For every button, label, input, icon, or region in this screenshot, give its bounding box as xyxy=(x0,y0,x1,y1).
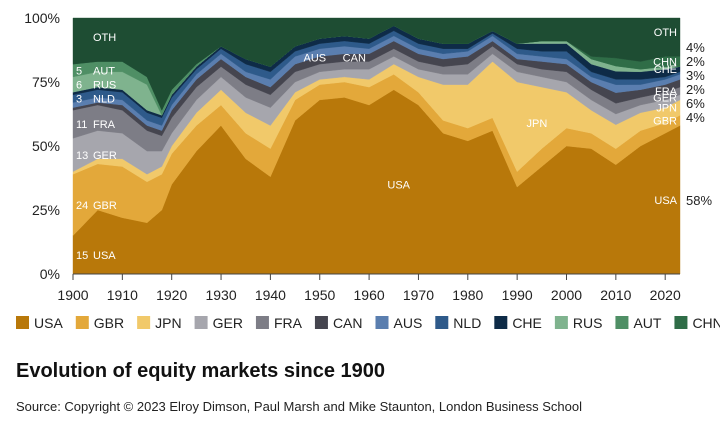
legend-swatch xyxy=(494,316,508,329)
x-tick-label: 2000 xyxy=(551,287,582,303)
in-chart-labels: 15241311365USAGBRGERFRANLDRUSAUTOTHUSAJP… xyxy=(76,27,678,262)
legend-item-ger: GER xyxy=(194,315,243,331)
x-tick-label: 1980 xyxy=(452,287,483,303)
label-2023-gbr: GBR xyxy=(653,115,677,127)
x-tick-label: 1960 xyxy=(354,287,385,303)
x-tick-label: 1930 xyxy=(205,287,236,303)
legend-label: RUS xyxy=(573,315,603,331)
pct-2023-che: 3% xyxy=(686,68,705,83)
x-tick-label: 1920 xyxy=(156,287,187,303)
pct-2023-fra: 2% xyxy=(686,82,705,97)
annotation-can: CAN xyxy=(343,53,366,65)
y-tick-label: 25% xyxy=(32,202,60,218)
legend-swatch xyxy=(674,316,688,329)
label-2023-jpn: JPN xyxy=(656,103,677,115)
legend-label: CHE xyxy=(512,315,542,331)
y-tick-label: 100% xyxy=(24,10,60,26)
x-tick-label: 1970 xyxy=(403,287,434,303)
legend-swatch xyxy=(16,316,29,329)
right-side-labels: 4%2%3%2%6%4%58% xyxy=(686,40,712,208)
x-tick-label: 2010 xyxy=(600,287,631,303)
legend-label: AUT xyxy=(633,315,661,331)
legend-swatch xyxy=(554,316,568,329)
x-tick-label: 1900 xyxy=(57,287,88,303)
label-1900-nld: NLD xyxy=(93,94,115,106)
legend-label: USA xyxy=(34,315,63,331)
legend-label: JPN xyxy=(155,315,181,331)
legend-swatch xyxy=(137,316,151,329)
label-1900-gbr: GBR xyxy=(93,200,117,212)
legend: USAGBRJPNGERFRACANAUSNLDCHERUSAUTCHNOTH xyxy=(16,315,720,331)
legend-item-usa: USA xyxy=(16,315,63,331)
area-layers xyxy=(72,17,681,275)
annotation-jpn: JPN xyxy=(526,118,547,130)
pct-2023-ger: 6% xyxy=(686,96,705,111)
legend-item-aus: AUS xyxy=(375,315,423,331)
legend-swatch xyxy=(435,316,449,329)
legend-label: FRA xyxy=(274,315,303,331)
legend-swatch xyxy=(194,316,208,329)
pct-2023-chn: 2% xyxy=(686,54,705,69)
y-tick-label: 50% xyxy=(32,138,60,154)
legend-label: CHN xyxy=(692,315,720,331)
label-1900-ger: GER xyxy=(93,150,117,162)
legend-item-aut: AUT xyxy=(615,315,662,331)
pct-2023-oth: 4% xyxy=(686,40,705,55)
legend-item-can: CAN xyxy=(314,315,363,331)
label-1900-nld-value: 3 xyxy=(76,94,82,106)
label-1900-ger-value: 13 xyxy=(76,150,88,162)
pct-2023-jpn: 4% xyxy=(686,110,705,125)
source-note: Source: Copyright © 2023 Elroy Dimson, P… xyxy=(16,399,582,414)
axes: 1900 1910 1920 1930 1940 1950 1960 1970 1980 1990… xyxy=(24,10,681,303)
label-1900-aut-value: 5 xyxy=(76,65,82,77)
legend-label: CAN xyxy=(333,315,363,331)
area-oth xyxy=(72,17,681,111)
legend-label: GBR xyxy=(94,315,124,331)
legend-item-rus: RUS xyxy=(554,315,603,331)
label-1900-fra: FRA xyxy=(93,119,116,131)
label-1900-gbr-value: 24 xyxy=(76,200,88,212)
legend-label: GER xyxy=(213,315,243,331)
x-tick-label: 1940 xyxy=(255,287,286,303)
legend-item-gbr: GBR xyxy=(75,315,124,331)
legend-swatch xyxy=(255,316,269,329)
legend-item-nld: NLD xyxy=(435,315,481,331)
x-tick-label: 1990 xyxy=(502,287,533,303)
chart-area: 1900 1910 1920 1930 1940 1950 1960 1970 1980 1990… xyxy=(16,10,720,331)
x-tick-label: 2020 xyxy=(650,287,681,303)
label-1900-fra-value: 11 xyxy=(76,119,87,131)
label-2023-usa: USA xyxy=(654,195,677,207)
label-2023-chn: CHN xyxy=(653,57,677,69)
legend-label: AUS xyxy=(394,315,423,331)
label-1900-usa: USA xyxy=(93,250,116,262)
x-tick-label: 1950 xyxy=(304,287,335,303)
y-tick-label: 0% xyxy=(40,266,60,282)
label-1900-oth: OTH xyxy=(93,32,116,44)
label-2023-che: CHE xyxy=(654,64,677,76)
legend-swatch xyxy=(375,316,389,329)
label-1900-rus-value: 6 xyxy=(76,80,82,92)
legend-swatch xyxy=(314,316,328,329)
annotation-usa: USA xyxy=(387,179,410,191)
stacked-area-chart: 1900 1910 1920 1930 1940 1950 1960 1970 1980 1990… xyxy=(16,10,720,331)
legend-item-jpn: JPN xyxy=(137,315,182,331)
chart-title: Evolution of equity markets since 1900 xyxy=(16,360,386,382)
legend-swatch xyxy=(75,316,89,329)
label-2023-fra: FRA xyxy=(655,86,678,98)
label-1900-usa-value: 15 xyxy=(76,250,88,262)
legend-swatch xyxy=(615,316,629,329)
legend-label: NLD xyxy=(453,315,481,331)
x-tick-label: 1910 xyxy=(107,287,138,303)
label-1900-rus: RUS xyxy=(93,80,116,92)
pct-2023-usa: 58% xyxy=(686,193,712,208)
legend-item-fra: FRA xyxy=(255,315,303,331)
y-tick-label: 75% xyxy=(32,74,60,90)
label-2023-oth: OTH xyxy=(654,27,677,39)
label-2023-ger: GER xyxy=(653,92,677,104)
label-1900-aut: AUT xyxy=(93,65,115,77)
legend-item-che: CHE xyxy=(494,315,542,331)
annotation-aus: AUS xyxy=(304,53,327,65)
legend-item-chn: CHN xyxy=(674,315,720,331)
